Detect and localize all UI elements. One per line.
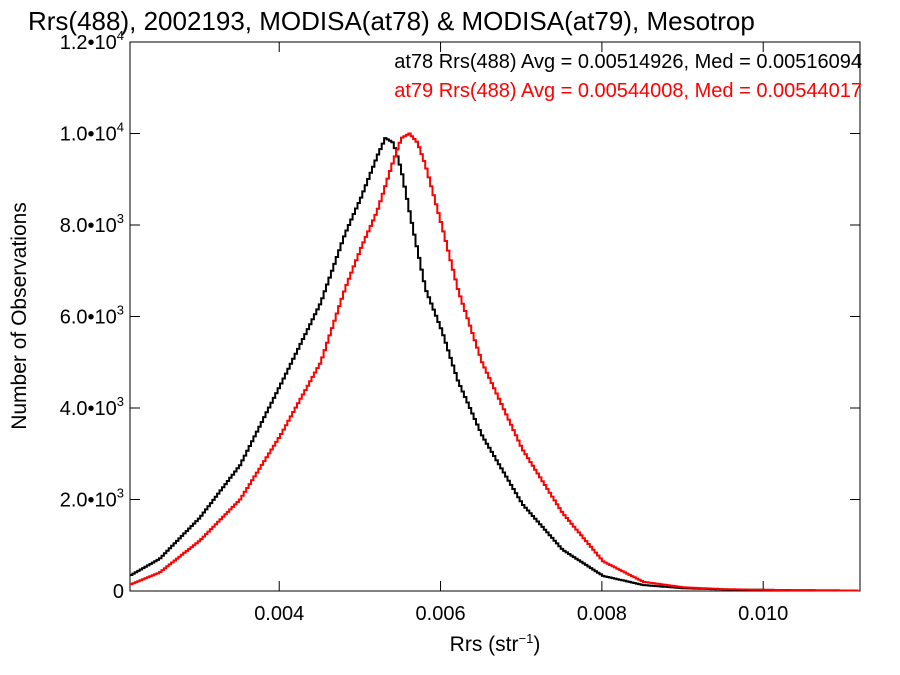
y-tick-label: 2.0•103 [60, 486, 124, 512]
x-axis-label-close: ) [533, 633, 540, 656]
chart-title: Rrs(488), 2002193, MODISA(at78) & MODISA… [28, 6, 755, 36]
x-axis: 0.004 0.006 0.008 0.010 [254, 42, 788, 625]
x-tick-label: 0.008 [577, 603, 627, 625]
series-line-at78 [130, 137, 859, 592]
y-tick-label: 6.0•103 [60, 303, 124, 329]
y-axis: 0 2.0•103 4.0•103 6.0•103 8.0•103 1.0•104 1.2•… [60, 28, 860, 603]
y-tick-label: 0 [113, 581, 124, 603]
series-stat-at79: at79 Rrs(488) Avg = 0.00544008, Med = 0.… [394, 80, 862, 102]
x-tick-label: 0.006 [416, 603, 466, 625]
x-axis-label-sup: −1 [519, 631, 534, 646]
y-tick-label: 8.0•103 [60, 211, 124, 237]
x-tick-label: 0.010 [738, 603, 788, 625]
x-axis-label: Rrs (str−1) [450, 631, 541, 656]
x-axis-label-main: Rrs (str [450, 633, 519, 656]
plot-frame [129, 41, 861, 592]
series-line-at79 [130, 132, 859, 592]
y-axis-label: Number of Observations [8, 202, 31, 430]
y-tick-label: 1.2•104 [60, 28, 124, 54]
y-tick-label: 4.0•103 [60, 394, 124, 420]
series-group [130, 132, 859, 592]
y-tick-label: 1.0•104 [60, 120, 124, 146]
x-tick-label: 0.004 [254, 603, 304, 625]
series-stat-at78: at78 Rrs(488) Avg = 0.00514926, Med = 0.… [394, 51, 862, 73]
